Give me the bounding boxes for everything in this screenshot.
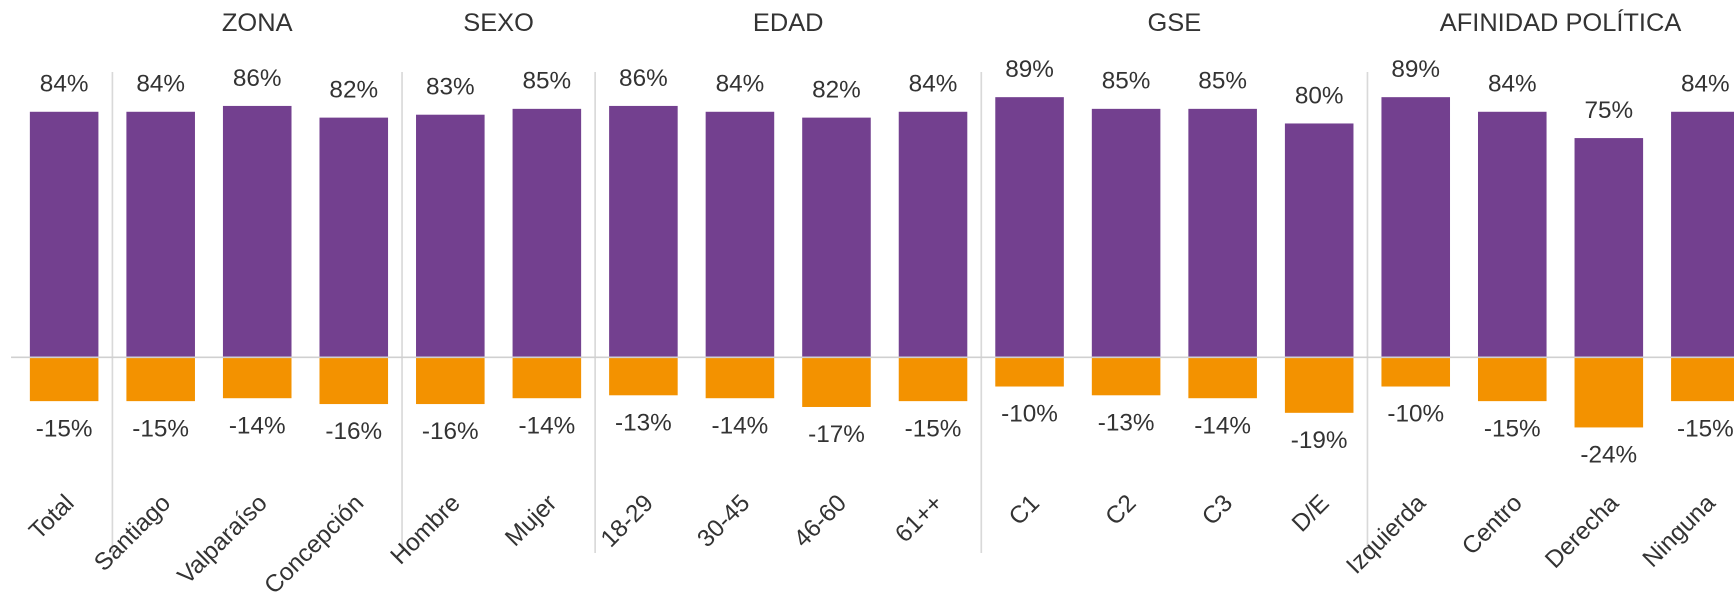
bar [1671, 111, 1734, 358]
value-label: 85% [1198, 68, 1247, 95]
group-header: AFINIDAD POLÍTICA [1440, 8, 1682, 37]
bar [416, 114, 485, 358]
bar [126, 111, 195, 358]
x-tick-label: C2 [1100, 490, 1141, 531]
group-header: GSE [1148, 9, 1202, 37]
bar [705, 111, 775, 358]
bar [222, 357, 292, 399]
bar [802, 117, 871, 358]
x-tick-label: C3 [1197, 490, 1238, 531]
value-label: 89% [1005, 56, 1054, 83]
bar [609, 105, 678, 358]
x-tick-label: 46-60 [789, 490, 852, 553]
x-tick-label: Hombre [385, 490, 465, 570]
bar [1671, 357, 1734, 402]
x-tick-label: 61++ [890, 490, 948, 548]
bar [319, 117, 389, 358]
value-label: 85% [523, 68, 572, 95]
value-label: -14% [712, 412, 769, 439]
value-label: -15% [905, 415, 962, 442]
group-header: SEXO [463, 9, 534, 37]
x-tick-label: 18-29 [596, 490, 659, 553]
value-label: -16% [422, 418, 479, 445]
bar [1284, 357, 1354, 413]
x-tick-label: Izquierda [1341, 489, 1431, 579]
bar [222, 105, 292, 358]
bar [416, 357, 485, 405]
bar [609, 357, 678, 396]
bar [29, 357, 99, 402]
x-tick-label: Derecha [1540, 489, 1624, 573]
bar [1381, 97, 1451, 358]
value-label: -15% [36, 415, 93, 442]
bar [995, 357, 1064, 387]
bar [1091, 357, 1161, 396]
bar [1188, 357, 1257, 399]
value-label: 86% [233, 65, 282, 92]
x-tick-label: D/E [1287, 490, 1335, 538]
bar [1381, 357, 1451, 387]
x-tick-label: C1 [1004, 490, 1045, 531]
value-label: -19% [1291, 427, 1348, 454]
bar [1188, 108, 1257, 358]
value-label: -15% [1484, 415, 1541, 442]
value-label: 83% [426, 74, 475, 101]
value-label: -14% [229, 412, 286, 439]
value-label: -10% [1001, 401, 1058, 428]
value-label: 75% [1584, 97, 1633, 124]
value-label: 84% [1488, 71, 1537, 98]
bar [1284, 123, 1354, 358]
value-label: -15% [132, 415, 189, 442]
x-tick-label: Valparaíso [173, 490, 273, 590]
bar [705, 357, 775, 399]
value-label: -17% [808, 421, 865, 448]
value-label: 84% [909, 71, 958, 98]
bar [898, 357, 968, 402]
bar [126, 357, 195, 402]
bar [1574, 357, 1644, 428]
value-label: 84% [1681, 71, 1730, 98]
x-tick-label: Ninguna [1638, 489, 1721, 572]
bar [29, 111, 99, 358]
value-label: 82% [812, 77, 861, 104]
value-label: -16% [325, 418, 382, 445]
value-label: -14% [1194, 412, 1251, 439]
bar [319, 357, 389, 405]
group-header: ZONA [222, 9, 293, 37]
bar [898, 111, 968, 358]
bar [512, 108, 582, 358]
bar [512, 357, 582, 399]
bar [802, 357, 871, 407]
value-label: -24% [1580, 442, 1637, 469]
value-label: -10% [1387, 401, 1444, 428]
bar [1091, 108, 1161, 358]
value-label: 80% [1295, 82, 1344, 109]
bar [1477, 111, 1547, 358]
x-tick-label: Mujer [500, 490, 562, 552]
bar [1477, 357, 1547, 402]
bar [1574, 138, 1644, 358]
value-label: -15% [1677, 415, 1734, 442]
x-tick-label: Concepción [259, 490, 369, 600]
value-label: -13% [615, 409, 672, 436]
value-label: -13% [1098, 409, 1155, 436]
value-label: 84% [136, 71, 185, 98]
value-label: -14% [518, 412, 575, 439]
value-label: 85% [1102, 68, 1151, 95]
x-tick-label: Santiago [89, 490, 176, 577]
value-label: 82% [329, 77, 378, 104]
x-tick-label: Centro [1457, 490, 1528, 561]
bar [995, 97, 1064, 358]
group-header: EDAD [753, 9, 824, 37]
value-label: 84% [40, 71, 89, 98]
value-label: 89% [1391, 56, 1440, 83]
x-tick-label: Total [24, 490, 79, 545]
x-tick-label: 30-45 [692, 490, 755, 553]
value-label: 86% [619, 65, 668, 92]
value-label: 84% [716, 71, 765, 98]
